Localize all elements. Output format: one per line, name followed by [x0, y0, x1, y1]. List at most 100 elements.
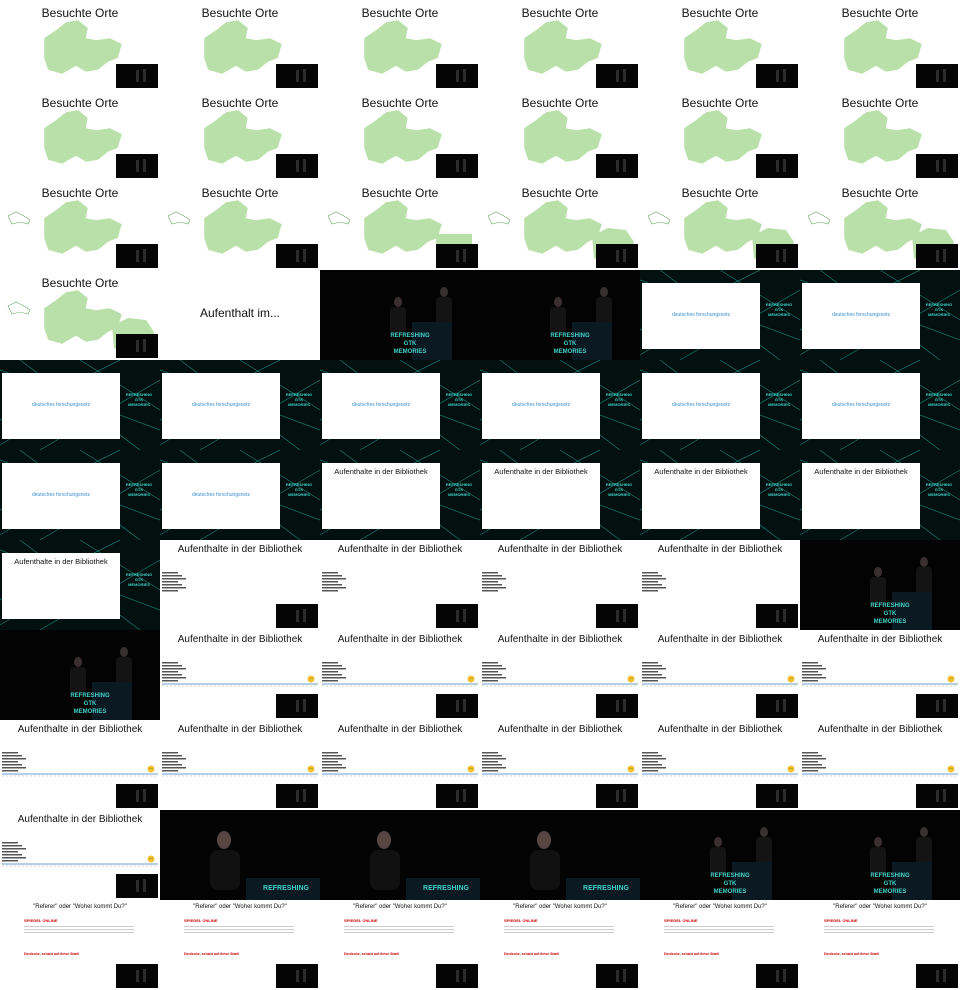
speaker-closeup-figure — [370, 831, 480, 900]
nav-bar — [504, 932, 614, 933]
germany-map — [523, 109, 603, 165]
slide-title: Aufenthalte in der Bibliothek — [177, 544, 303, 555]
stage-inset-thumbnail — [756, 964, 798, 988]
nav-bar — [24, 926, 134, 927]
slide-besuchte-orte: Besuchte Orte — [0, 90, 160, 180]
slide-title: Aufenthalte in der Bibliothek — [17, 724, 143, 735]
gtk-logo: REFRESHING GTK MEMORIES — [122, 482, 156, 497]
nav-bar — [504, 926, 614, 927]
nav-bar — [344, 932, 454, 933]
slide-besuchte-orte: Besuchte Orte — [160, 0, 320, 90]
slide-bibliothek: Aufenthalte in der Bibliothek — [480, 540, 640, 630]
slide-title: Besuchte Orte — [841, 186, 919, 200]
gtk-logo-line: MEMORIES — [448, 402, 470, 407]
gtk-logo-line: REFRESHING — [125, 392, 153, 397]
gtk-logo-line: REFRESHING — [70, 693, 110, 699]
speakers-on-stage — [390, 287, 452, 360]
slide-title: Aufenthalte in der Bibliothek — [817, 724, 943, 735]
page-nav-bars — [824, 926, 934, 935]
slide-title: Aufenthalte in der Bibliothek — [337, 634, 463, 645]
gtk-logo: REFRESHING GTK MEMORIES — [60, 692, 120, 716]
slide-referer: "Referer" oder "Woher kommt Du?" SPIEGEL … — [160, 900, 320, 990]
slide-title: Aufenthalte in der Bibliothek — [817, 634, 943, 645]
slide-title: Besuchte Orte — [361, 186, 439, 200]
stage-inset-thumbnail — [756, 154, 798, 178]
slide-besuchte-orte: Besuchte Orte — [800, 90, 960, 180]
gtk-logo-line: REFRESHING — [423, 885, 469, 892]
page-nav-bars — [184, 926, 294, 935]
speakers-on-stage — [870, 557, 932, 630]
slide-title: Aufenthalte in der Bibliothek — [177, 634, 303, 645]
speaker-closeup: REFRESHING — [160, 810, 320, 900]
gtk-logo-line: GTK — [883, 611, 897, 617]
slide-title: Aufenthalte in der Bibliothek — [657, 544, 783, 555]
spiegel-logo: SPIEGEL ONLINE — [344, 918, 378, 923]
spiegel-logo: SPIEGEL ONLINE — [664, 918, 698, 923]
slide-content: Aufenthalte in der Bibliothek — [802, 463, 920, 529]
article-headline: Deutsche, schaut auf diese Stadt — [24, 952, 79, 956]
gtk-logo: REFRESHING GTK MEMORIES — [122, 392, 156, 407]
slide-title: Aufenthalte in der Bibliothek — [497, 634, 623, 645]
gtk-logo-line: REFRESHING — [925, 302, 953, 307]
stage-inset-thumbnail — [116, 964, 158, 988]
gtk-logo-line: REFRESHING — [765, 482, 793, 487]
gtk-logo: REFRESHING GTK MEMORIES — [282, 482, 316, 497]
gtk-logo-line: MEMORIES — [288, 402, 310, 407]
slide-title: Aufenthalte in der Bibliothek — [494, 467, 588, 476]
dfn-label: deutsches forschungsnetz — [191, 402, 251, 408]
slide-title: Besuchte Orte — [41, 276, 119, 290]
slide-bibliothek: Aufenthalte in der Bibliothek — [160, 540, 320, 630]
log-listing — [802, 662, 958, 687]
gtk-logo-line: GTK — [454, 397, 464, 402]
gtk-logo: REFRESHING GTK MEMORIES — [860, 602, 920, 626]
stage-inset-thumbnail — [916, 244, 958, 268]
stage-inset-thumbnail — [116, 874, 158, 898]
slide-dfn: deutsches forschungsnetz REFRESHING GTK MEM… — [640, 270, 800, 360]
gtk-logo-line: GTK — [883, 881, 897, 887]
nav-bar — [184, 926, 294, 927]
stage-inset-thumbnail — [916, 964, 958, 988]
germany-map — [7, 199, 123, 255]
slide-title: "Referer" oder "Woher kommt Du?" — [33, 904, 127, 910]
log-listing — [2, 752, 158, 777]
slide-bibliothek: Aufenthalte in der Bibliothek — [0, 720, 160, 810]
speakers-on-stage — [870, 827, 932, 900]
gtk-logo: REFRESHING GTK MEMORIES — [922, 302, 956, 317]
gtk-logo-line: MEMORIES — [928, 312, 950, 317]
nav-bar — [504, 929, 614, 930]
nav-bar — [24, 929, 134, 930]
gtk-logo: REFRESHING — [256, 885, 316, 892]
slide-title: Aufenthalte in der Bibliothek — [177, 724, 303, 735]
gtk-logo-line: MEMORIES — [873, 619, 907, 625]
slide-title: Aufenthalte in der Bibliothek — [657, 634, 783, 645]
stage-inset-thumbnail — [756, 604, 798, 628]
germany-map — [523, 19, 603, 75]
slide-title: Aufenthalte in der Bibliothek — [654, 467, 748, 476]
gtk-logo-line: MEMORIES — [873, 889, 907, 895]
gtk-logo-line: GTK — [774, 487, 784, 492]
gtk-logo: REFRESHING GTK MEMORIES — [762, 482, 796, 497]
slide-besuchte-orte: Besuchte Orte — [480, 90, 640, 180]
slide-besuchte-orte: Besuchte Orte — [160, 90, 320, 180]
stage-inset-thumbnail — [436, 784, 478, 808]
stage-shot: REFRESHING GTK MEMORIES — [800, 810, 960, 900]
log-listing — [642, 662, 798, 687]
slide-besuchte-orte: Besuchte Orte — [640, 90, 800, 180]
log-listing — [482, 662, 638, 687]
gtk-logo-line: GTK — [134, 397, 144, 402]
stage-inset-thumbnail — [276, 604, 318, 628]
slide-aufenthalt: Aufenthalt im... — [160, 270, 320, 360]
stage-inset-thumbnail — [596, 784, 638, 808]
log-listing — [322, 662, 478, 687]
germany-map — [203, 109, 283, 165]
slide-title: Besuchte Orte — [681, 6, 759, 20]
gtk-logo-line: GTK — [934, 307, 944, 312]
speakers-on-stage — [550, 287, 612, 360]
slide-content: deutsches forschungsnetz — [162, 463, 280, 529]
slide-besuchte-orte: Besuchte Orte — [160, 180, 320, 270]
slide-title: Besuchte Orte — [841, 96, 919, 110]
slide-referer: "Referer" oder "Woher kommt Du?" SPIEGEL … — [0, 900, 160, 990]
germany-map — [843, 19, 923, 75]
gtk-logo: REFRESHING — [416, 885, 476, 892]
